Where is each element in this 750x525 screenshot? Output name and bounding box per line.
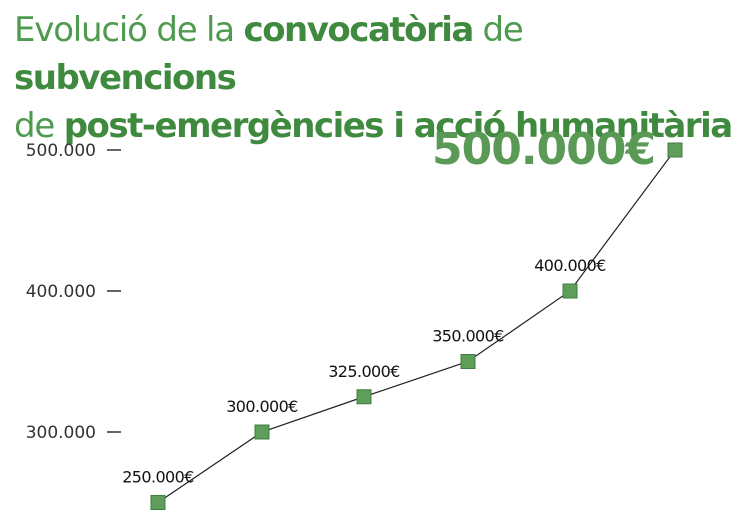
chart-title-line-1: Evolució de la convocatòria de subvencio… [14, 10, 524, 98]
data-point-marker [254, 424, 270, 440]
data-label: 325.000€ [328, 362, 400, 381]
data-label: 400.000€ [534, 256, 606, 275]
data-label: 300.000€ [226, 397, 298, 416]
data-point-marker [667, 142, 683, 158]
data-label: 350.000€ [432, 327, 504, 346]
chart-title-segment: convocatòria [243, 10, 475, 50]
y-axis-tick-label: 400.000 [26, 282, 96, 302]
y-axis-tick-label: 500.000 [26, 141, 96, 161]
chart-title: Evolució de la convocatòria de subvencio… [14, 6, 744, 150]
chart-title-segment: subvencions [14, 58, 237, 98]
chart-title-line-2: de post-emergències i acció humanitària [14, 106, 733, 146]
chart-title-segment: post-emergències i acció humanitària [63, 106, 733, 146]
highlight-data-label: 500.000€ [432, 124, 655, 175]
y-axis-tick-label: 300.000 [26, 423, 96, 443]
chart-title-segment: Evolució de la [14, 10, 244, 50]
data-label: 250.000€ [122, 468, 194, 487]
series-line [157, 149, 676, 503]
data-point-marker [562, 283, 578, 299]
data-point-marker [460, 354, 476, 369]
data-point-marker [356, 389, 372, 405]
data-point-marker [150, 495, 166, 510]
chart-title-segment: de [472, 10, 523, 50]
chart-title-segment: de [14, 106, 64, 146]
